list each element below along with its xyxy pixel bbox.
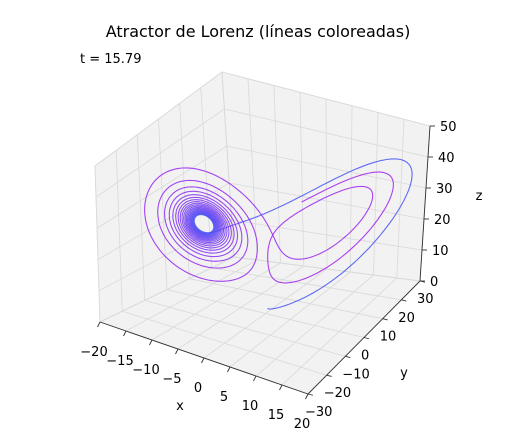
x-tick bbox=[279, 384, 283, 391]
z-tick-label: 20 bbox=[434, 213, 451, 228]
trajectory-segment bbox=[181, 202, 220, 245]
trajectory-segment bbox=[192, 212, 213, 235]
x-tick bbox=[175, 348, 179, 355]
gridline-z bbox=[99, 256, 421, 323]
gridline-z bbox=[98, 219, 423, 292]
trajectory-segment bbox=[177, 199, 228, 249]
z-tick-label: 30 bbox=[436, 182, 453, 197]
x-tick-label: 10 bbox=[242, 399, 259, 414]
trajectory-segment bbox=[194, 214, 216, 236]
z-axis-label: z bbox=[476, 189, 483, 204]
trajectory-segment bbox=[172, 194, 239, 247]
z-tick-label: 0 bbox=[430, 275, 438, 290]
x-tick bbox=[201, 357, 205, 364]
axes-panes bbox=[94, 71, 431, 395]
trajectory-segment bbox=[188, 215, 221, 240]
y-tick bbox=[307, 393, 314, 396]
trajectory-segment bbox=[198, 211, 218, 237]
trajectory-segment bbox=[164, 186, 236, 262]
trajectory-segment bbox=[186, 204, 226, 245]
trajectory-segment bbox=[184, 205, 224, 238]
trajectory-segment bbox=[188, 208, 214, 239]
trajectory-segment bbox=[190, 209, 220, 239]
y-tick-label: 0 bbox=[361, 349, 369, 364]
gridline-z bbox=[95, 108, 429, 198]
x-tick bbox=[305, 393, 309, 400]
trajectory-segment bbox=[192, 213, 216, 233]
trajectory-segment bbox=[196, 199, 232, 251]
x-tick-label: −15 bbox=[106, 354, 133, 369]
z-axis-line bbox=[419, 125, 431, 282]
trajectory-segment bbox=[186, 207, 222, 236]
trajectory-segment bbox=[191, 212, 217, 230]
x-tick bbox=[227, 366, 231, 373]
trajectory-segment bbox=[182, 213, 228, 247]
trajectory-segment bbox=[283, 171, 394, 284]
x-tick bbox=[253, 375, 257, 382]
x-tick-label: 5 bbox=[220, 390, 228, 405]
time-annotation: t = 15.79 bbox=[80, 52, 141, 67]
lorenz-trajectory bbox=[144, 158, 413, 310]
gridline-z bbox=[96, 145, 427, 229]
trajectory-segment bbox=[168, 190, 235, 258]
x-tick bbox=[149, 339, 153, 346]
trajectory-segment bbox=[267, 175, 413, 310]
z-tick-label: 10 bbox=[432, 244, 449, 259]
x-tick-label: −5 bbox=[162, 372, 181, 387]
trajectory-segment bbox=[210, 229, 258, 282]
trajectory-segment bbox=[144, 167, 267, 281]
trajectory-segment bbox=[175, 196, 232, 251]
x-tick-label: −10 bbox=[132, 363, 159, 378]
x-tick bbox=[123, 330, 127, 337]
trajectory-segment bbox=[190, 211, 217, 236]
y-tick-label: 10 bbox=[380, 330, 397, 345]
x-tick-label: 15 bbox=[268, 408, 285, 423]
trajectory-segment bbox=[189, 210, 218, 236]
y-tick bbox=[326, 374, 332, 377]
trajectory-segment bbox=[189, 214, 219, 238]
trajectory-segment bbox=[196, 207, 223, 242]
trajectory-segment bbox=[269, 185, 374, 242]
y-tick bbox=[401, 299, 407, 302]
trajectory-segment bbox=[183, 208, 225, 244]
x-tick-label: 0 bbox=[194, 381, 202, 396]
gridline-z bbox=[94, 71, 431, 167]
y-tick-label: 30 bbox=[417, 292, 434, 307]
x-tick-label: −20 bbox=[80, 345, 107, 360]
x-tick bbox=[97, 321, 101, 328]
trajectory-segment bbox=[196, 190, 243, 262]
trajectory-segment bbox=[157, 179, 255, 265]
trajectory-segment bbox=[197, 209, 249, 269]
trajectory-segment bbox=[265, 221, 348, 260]
x-axis-label: x bbox=[176, 399, 184, 414]
x-tick-label: 20 bbox=[294, 417, 311, 432]
trajectory-segment bbox=[267, 241, 284, 284]
y-tick-label: −20 bbox=[324, 386, 351, 401]
y-tick bbox=[345, 355, 351, 359]
trajectory-segment bbox=[179, 201, 230, 240]
trajectory-segment bbox=[185, 206, 220, 241]
z-tick-label: 40 bbox=[438, 151, 455, 166]
y-axis-label: y bbox=[400, 366, 408, 381]
axis-ticks: −20−15−10−505101520−30−20−10010203001020… bbox=[80, 120, 456, 432]
y-tick-label: −30 bbox=[305, 405, 332, 420]
z-tick-label: 50 bbox=[440, 120, 457, 135]
y-tick bbox=[363, 337, 370, 340]
y-tick-label: 20 bbox=[398, 311, 415, 326]
y-tick bbox=[382, 318, 388, 321]
trajectory-segment bbox=[173, 220, 235, 254]
y-tick-label: −10 bbox=[342, 367, 369, 382]
chart-title: Atractor de Lorenz (líneas coloreadas) bbox=[106, 22, 411, 41]
